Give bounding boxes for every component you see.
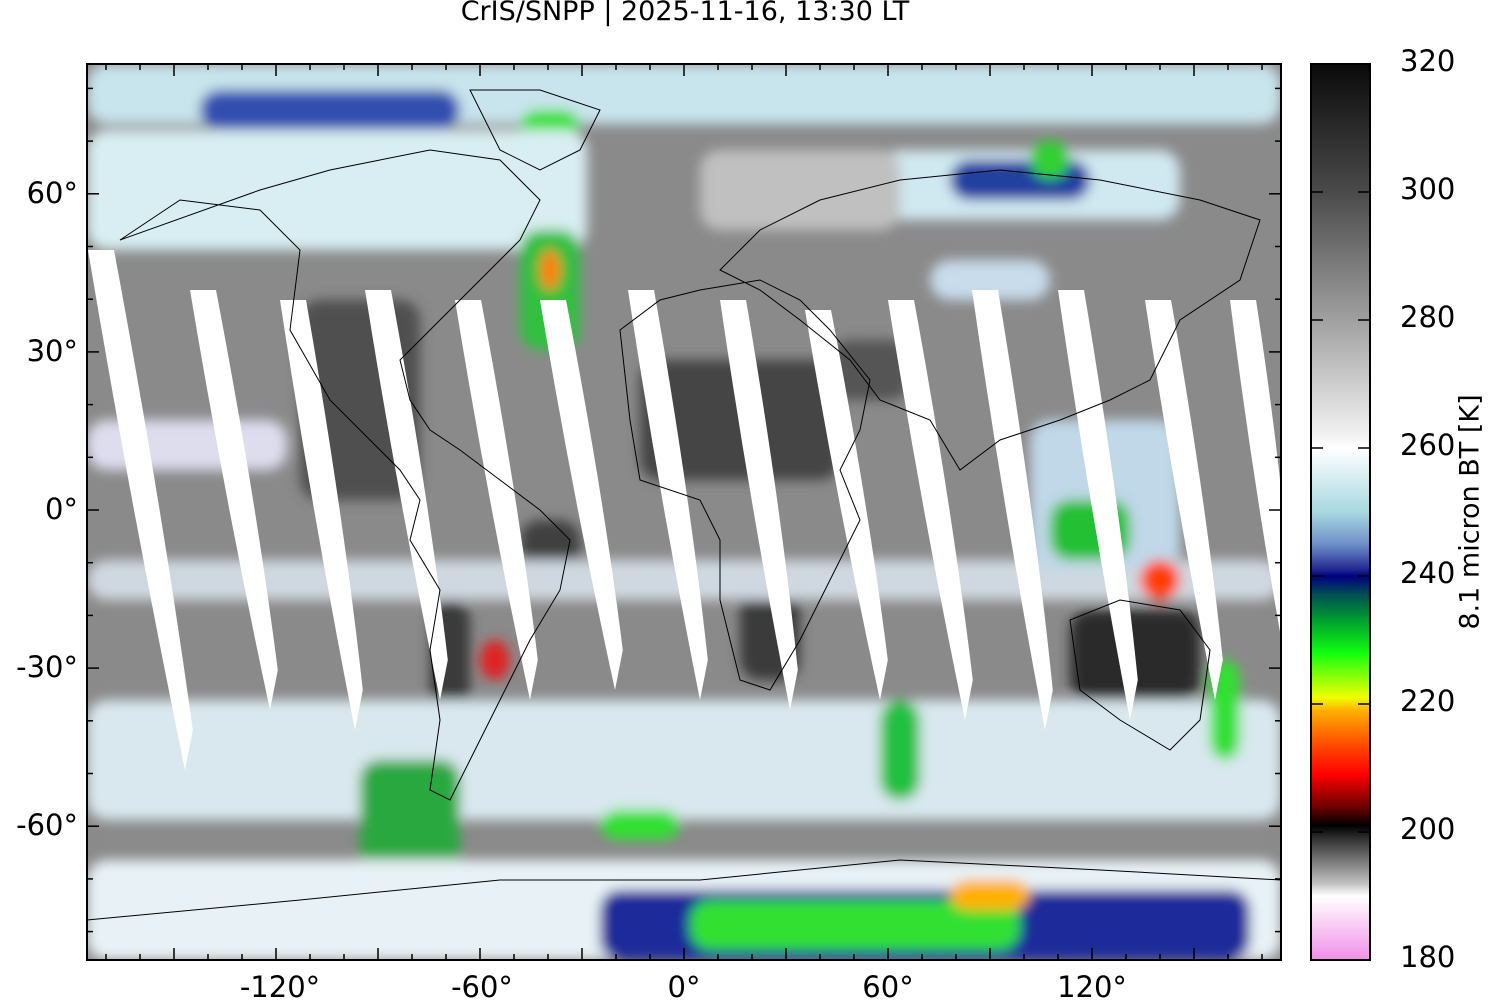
cloud-field [1140,560,1180,600]
lat-tick-label: -60° [16,808,78,842]
cloud-field [930,260,1050,300]
lon-tick-label: -60° [451,970,513,1004]
orbit-gap [190,290,278,710]
colorbar-tick-label: 180 [1400,940,1456,974]
coastline [619,279,871,691]
orbit-gap [1145,300,1223,700]
coastlines [87,89,1281,921]
map-plot-area [87,64,1281,960]
cloud-field [880,700,920,800]
orbit-gap [1230,300,1281,638]
map-ticks [87,64,1281,960]
cloud-field [540,250,560,290]
orbit-gap [720,300,798,710]
cloud-field [87,130,587,250]
colorbar-ticks [1311,63,1370,961]
coastline [1069,599,1211,751]
cloud-field [87,420,287,470]
lon-tick-label: -120° [239,970,321,1004]
orbit-gaps [88,250,1281,770]
cloud-field [360,760,460,880]
orbit-gap [280,300,363,730]
colorbar [1310,63,1371,961]
orbit-gap [628,290,708,700]
colorbar-tick-label: 300 [1400,172,1456,206]
lat-tick-label: 30° [26,334,78,368]
colorbar-label: 8.1 micron BT [K] [1454,394,1486,630]
lon-tick-label: 60° [862,970,914,1004]
orbit-gap [540,300,623,690]
orbit-gap [365,290,448,700]
colorbar-tick-label: 280 [1400,300,1456,334]
colorbar-tick-label: 320 [1400,44,1456,78]
lat-tick-label: 0° [45,492,78,526]
map-title: CrIS/SNPP | 2025-11-16, 13:30 LT [460,0,910,27]
lon-tick-label: 0° [667,970,701,1004]
colorbar-tick-label: 240 [1400,556,1456,590]
orbit-gap [805,310,888,700]
cloud-field [700,150,900,230]
orbit-gap [972,290,1053,730]
lon-tick-label: 120° [1057,970,1127,1004]
orbit-gap [888,300,973,720]
cloud-field [1030,140,1070,180]
cloud-field [690,900,1020,950]
cloud-field [200,90,460,130]
coastline [719,169,1261,471]
cloud-field [600,810,680,840]
cloud-field [87,700,1281,820]
orbit-gap [1058,290,1138,720]
coastline [469,89,601,171]
cloud-field [950,880,1030,910]
orbit-gap [455,300,538,700]
coastline [119,149,571,801]
coastline [87,859,1281,921]
colorbar-tick-label: 260 [1400,428,1456,462]
lat-tick-label: 60° [26,176,78,210]
cloud-field [480,640,510,680]
lat-tick-label: -30° [16,650,78,684]
colorbar-tick-label: 200 [1400,812,1456,846]
colorbar-tick-label: 220 [1400,684,1456,718]
orbit-gap [88,250,193,770]
